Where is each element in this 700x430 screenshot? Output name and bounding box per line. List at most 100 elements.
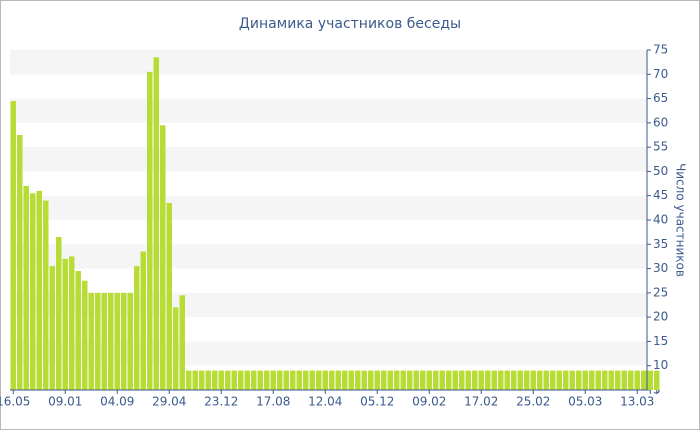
grid-band bbox=[10, 195, 647, 220]
bar bbox=[251, 370, 257, 390]
bar bbox=[387, 370, 393, 390]
bar bbox=[127, 292, 133, 390]
bar bbox=[511, 370, 517, 390]
bar bbox=[296, 370, 302, 390]
bar bbox=[394, 370, 400, 390]
bar bbox=[647, 370, 653, 390]
bar bbox=[413, 370, 419, 390]
bar bbox=[433, 370, 439, 390]
x-tick-label: 29.04 bbox=[152, 395, 186, 409]
bar bbox=[121, 292, 127, 390]
bar bbox=[426, 370, 432, 390]
bar bbox=[95, 292, 101, 390]
bar bbox=[244, 370, 250, 390]
x-tick-label: 17.02 bbox=[464, 395, 498, 409]
bar bbox=[166, 203, 172, 390]
y-tick-label: 25 bbox=[653, 285, 668, 299]
y-tick-label: 10 bbox=[653, 358, 668, 372]
y-tick-label: 65 bbox=[653, 91, 668, 105]
y-tick-label: 60 bbox=[653, 115, 668, 129]
bar bbox=[498, 370, 504, 390]
x-tick-label: 16.05 bbox=[0, 395, 30, 409]
y-tick-label: 55 bbox=[653, 140, 668, 154]
bar bbox=[75, 271, 81, 390]
x-tick-label: 05.03 bbox=[568, 395, 602, 409]
bar bbox=[62, 258, 68, 390]
bar bbox=[264, 370, 270, 390]
bar bbox=[452, 370, 458, 390]
bar bbox=[504, 370, 510, 390]
bar bbox=[589, 370, 595, 390]
y-tick-label: 15 bbox=[653, 334, 668, 348]
bar bbox=[277, 370, 283, 390]
bar bbox=[446, 370, 452, 390]
bar bbox=[322, 370, 328, 390]
y-tick-label: 40 bbox=[653, 213, 668, 227]
bar bbox=[218, 370, 224, 390]
bar bbox=[524, 370, 530, 390]
bar bbox=[491, 370, 497, 390]
bar bbox=[199, 370, 205, 390]
bar bbox=[335, 370, 341, 390]
bar bbox=[238, 370, 244, 390]
bar bbox=[179, 295, 185, 390]
bar bbox=[563, 370, 569, 390]
bar bbox=[88, 292, 94, 390]
bar bbox=[69, 256, 75, 390]
bar bbox=[17, 135, 23, 390]
bar bbox=[147, 71, 153, 390]
bar bbox=[543, 370, 549, 390]
y-tick-label: 75 bbox=[653, 43, 668, 57]
bar bbox=[355, 370, 361, 390]
bar bbox=[602, 370, 608, 390]
bar bbox=[10, 101, 16, 390]
bar bbox=[23, 186, 29, 390]
bar bbox=[368, 370, 374, 390]
grid-band bbox=[10, 50, 647, 75]
bar bbox=[283, 370, 289, 390]
bar bbox=[634, 370, 640, 390]
bar bbox=[270, 370, 276, 390]
bar bbox=[628, 370, 634, 390]
y-tick-label: 70 bbox=[653, 67, 668, 81]
bar bbox=[316, 370, 322, 390]
bar bbox=[517, 370, 523, 390]
bar bbox=[550, 370, 556, 390]
bar bbox=[556, 370, 562, 390]
bar bbox=[621, 370, 627, 390]
bar bbox=[530, 370, 536, 390]
bar bbox=[303, 370, 309, 390]
bar bbox=[231, 370, 237, 390]
bar bbox=[615, 370, 621, 390]
bar bbox=[101, 292, 107, 390]
x-tick-label: 13.03 bbox=[620, 395, 654, 409]
x-tick-label: 05.12 bbox=[360, 395, 394, 409]
x-tick-label: 25.02 bbox=[516, 395, 550, 409]
bar bbox=[608, 370, 614, 390]
bar bbox=[49, 266, 55, 390]
bar bbox=[309, 370, 315, 390]
bar bbox=[43, 200, 49, 390]
bar bbox=[153, 57, 159, 391]
bar bbox=[108, 292, 114, 390]
y-tick-label: 45 bbox=[653, 188, 668, 202]
bar bbox=[420, 370, 426, 390]
grid-band bbox=[10, 147, 647, 172]
bar bbox=[400, 370, 406, 390]
bar bbox=[381, 370, 387, 390]
bar bbox=[212, 370, 218, 390]
bar bbox=[82, 280, 88, 390]
bar bbox=[485, 370, 491, 390]
x-tick-label: 17.08 bbox=[256, 395, 290, 409]
bar bbox=[290, 370, 296, 390]
y-axis-label: Число участников bbox=[674, 163, 688, 277]
bar bbox=[459, 370, 465, 390]
bar bbox=[140, 251, 146, 390]
y-tick-label: 35 bbox=[653, 237, 668, 251]
bar bbox=[329, 370, 335, 390]
bar bbox=[439, 370, 445, 390]
x-tick-label: 12.04 bbox=[308, 395, 342, 409]
x-tick-label: 09.01 bbox=[48, 395, 82, 409]
x-tick-label: 09.02 bbox=[412, 395, 446, 409]
